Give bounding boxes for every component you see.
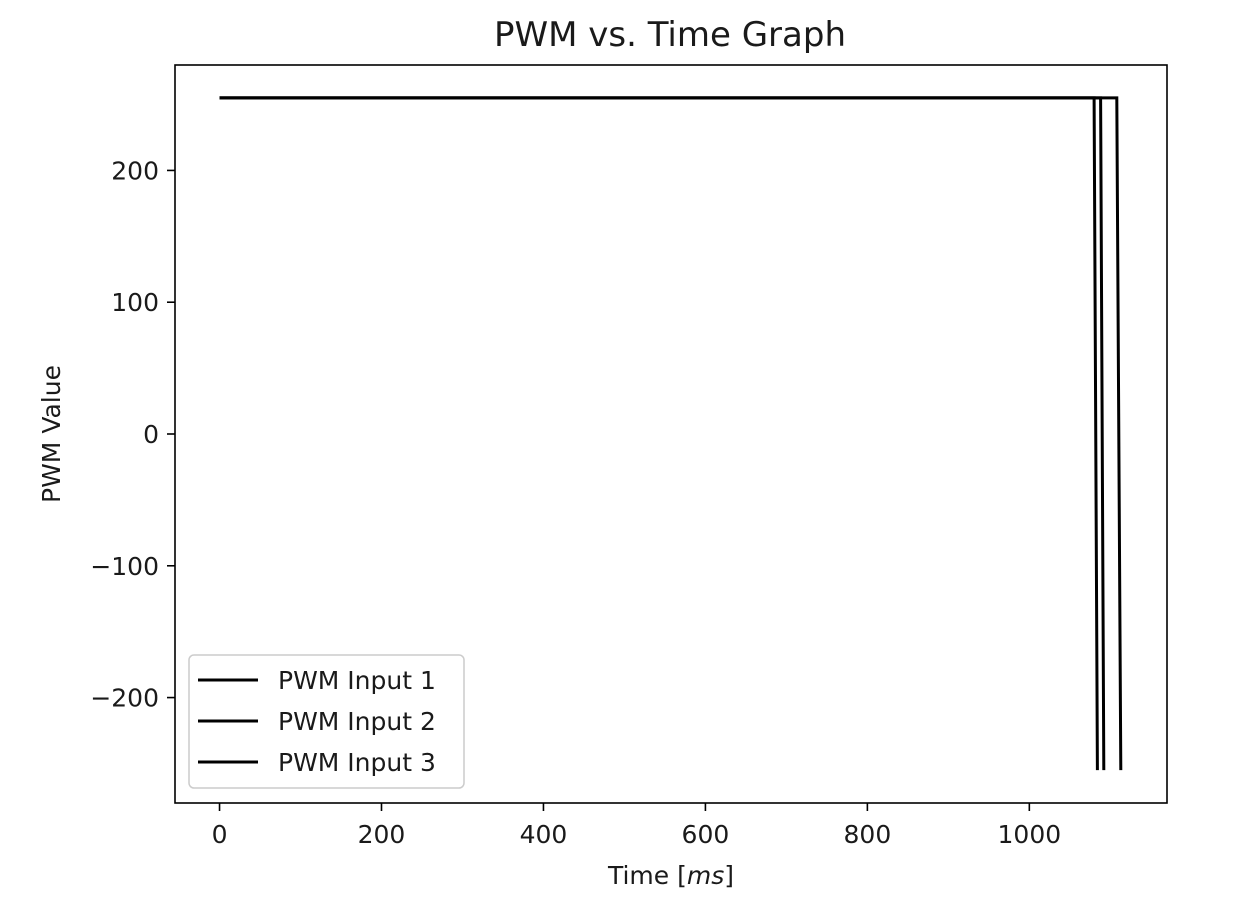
series-line-3	[219, 96, 1123, 771]
legend-label-3: PWM Input 3	[278, 748, 436, 777]
x-axis-label-suffix: ]	[724, 861, 734, 890]
x-tick-label: 600	[682, 820, 730, 849]
y-tick-label: 0	[143, 420, 159, 449]
y-axis-ticks: −200 −100 0 100 200	[90, 156, 175, 713]
series-layer	[219, 96, 1123, 771]
y-tick-label: −100	[90, 552, 159, 581]
x-axis-ticks: 0 200 400 600 800 1000	[212, 803, 1062, 849]
x-axis-label-unit: ms	[687, 861, 724, 890]
legend-label-1: PWM Input 1	[278, 666, 436, 695]
x-tick-label: 400	[520, 820, 568, 849]
x-axis-label-prefix: Time [	[607, 861, 687, 890]
y-tick-label: 100	[111, 288, 159, 317]
y-axis-label: PWM Value	[37, 365, 66, 503]
legend-label-2: PWM Input 2	[278, 707, 436, 736]
legend: PWM Input 1 PWM Input 2 PWM Input 3	[188, 654, 465, 789]
x-tick-label: 0	[212, 820, 228, 849]
legend-items: PWM Input 1 PWM Input 2 PWM Input 3	[198, 666, 436, 777]
x-axis-label: Time [ms]	[607, 861, 734, 890]
x-tick-label: 800	[844, 820, 892, 849]
legend-box	[188, 654, 465, 789]
y-tick-label: −200	[90, 684, 159, 713]
chart-title: PWM vs. Time Graph	[494, 15, 846, 55]
x-tick-label: 1000	[998, 820, 1062, 849]
x-tick-label: 200	[358, 820, 406, 849]
y-tick-label: 200	[111, 156, 159, 185]
